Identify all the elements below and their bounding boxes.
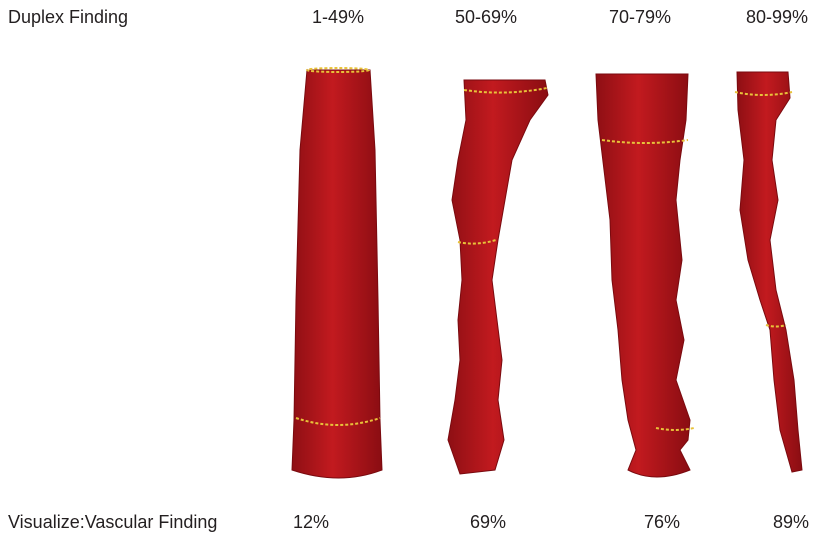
vessel-3 (595, 73, 695, 478)
vessel-2 (447, 79, 549, 475)
column-label: 70-79% (609, 7, 671, 27)
column-label: 1-49% (312, 7, 364, 27)
finding-value: 89% (773, 512, 809, 532)
vessel-1 (291, 67, 383, 479)
header-label: Duplex Finding (8, 7, 128, 27)
finding-value: 69% (470, 512, 506, 532)
finding-value: 12% (293, 512, 329, 532)
finding-value: 76% (644, 512, 680, 532)
footer-label: Visualize:Vascular Finding (8, 512, 217, 532)
column-label: 80-99% (746, 7, 808, 27)
vessel-4 (734, 71, 803, 473)
column-label: 50-69% (455, 7, 517, 27)
